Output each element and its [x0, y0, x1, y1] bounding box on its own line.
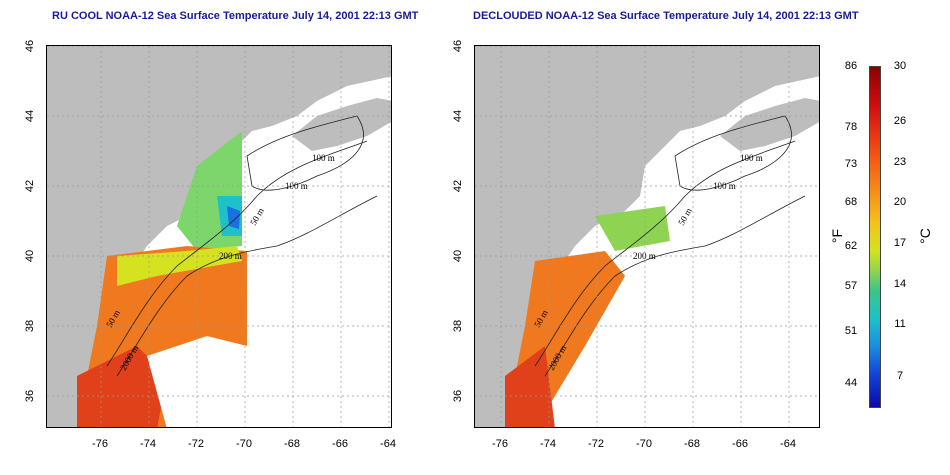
right-map-title: DECLOUDED NOAA-12 Sea Surface Temperatur…	[473, 10, 859, 22]
c-tick: 20	[893, 196, 907, 208]
lat-tick: 46	[24, 39, 36, 53]
lon-tick: -76	[92, 438, 108, 450]
lon-tick: -68	[684, 438, 700, 450]
c-tick: 30	[893, 60, 907, 72]
lon-tick: -72	[188, 438, 204, 450]
contour-label-100m-b: 100 m	[713, 181, 736, 191]
c-tick: 23	[893, 156, 907, 168]
contour-label-100m-b: 100 m	[285, 181, 308, 191]
right-map-graphic: 100 m 100 m 50 m 200 m 50 m 2000 m	[475, 46, 819, 427]
lat-tick: 40	[24, 249, 36, 263]
celsius-unit-label: °C	[916, 228, 933, 244]
left-map-graphic: 100 m 100 m 50 m 200 m 50 m 2000 m	[47, 46, 391, 427]
warm-south	[505, 346, 555, 427]
lon-tick: -70	[636, 438, 652, 450]
lat-tick: 40	[452, 249, 464, 263]
lon-tick: -70	[236, 438, 252, 450]
c-tick: 14	[893, 278, 907, 290]
lat-tick: 36	[452, 389, 464, 403]
contour-label-100m-a: 100 m	[740, 153, 763, 163]
warm-south	[77, 346, 167, 427]
land-mass	[47, 46, 391, 427]
contour-50m	[534, 140, 796, 367]
f-tick: 62	[844, 240, 858, 252]
f-tick: 57	[844, 280, 858, 292]
f-tick: 68	[844, 196, 858, 208]
left-map-title: RU COOL NOAA-12 Sea Surface Temperature …	[52, 10, 419, 22]
f-tick: 51	[844, 325, 858, 337]
graticule	[47, 46, 391, 427]
nova-scotia	[292, 98, 391, 151]
lon-tick: -74	[140, 438, 156, 450]
c-tick: 11	[894, 318, 906, 330]
f-tick: 44	[844, 377, 858, 389]
contour-label-50m-a: 50 m	[676, 206, 694, 227]
contour-50m	[106, 140, 368, 367]
lat-tick: 38	[24, 319, 36, 333]
right-sst-map: 100 m 100 m 50 m 200 m 50 m 2000 m	[474, 45, 820, 428]
lat-tick: 42	[24, 179, 36, 193]
contour-label-100m-a: 100 m	[312, 153, 335, 163]
c-tick: 17	[893, 237, 907, 249]
lon-tick: -72	[588, 438, 604, 450]
f-tick: 73	[844, 158, 858, 170]
lat-tick: 38	[452, 319, 464, 333]
lon-tick: -74	[540, 438, 556, 450]
lat-tick: 46	[452, 39, 464, 53]
lat-tick: 36	[24, 389, 36, 403]
lat-tick: 44	[452, 109, 464, 123]
c-tick: 7	[896, 370, 904, 382]
graticule	[475, 46, 819, 427]
contour-100m	[674, 115, 792, 191]
land-mass	[475, 46, 819, 427]
contour-label-50m-a: 50 m	[248, 206, 266, 227]
fahrenheit-unit-label: °F	[829, 228, 846, 244]
contour-label-200m: 200 m	[219, 251, 242, 261]
contour-200m	[544, 195, 806, 377]
lon-tick: -76	[492, 438, 508, 450]
lon-tick: -64	[380, 438, 396, 450]
lon-tick: -68	[284, 438, 300, 450]
temperature-colorbar	[869, 66, 881, 408]
lat-tick: 42	[452, 179, 464, 193]
f-tick: 86	[844, 60, 858, 72]
lon-tick: -66	[732, 438, 748, 450]
f-tick: 78	[844, 121, 858, 133]
contour-100m	[246, 115, 364, 191]
contour-200m	[116, 195, 378, 377]
lat-tick: 44	[24, 109, 36, 123]
nova-scotia	[720, 98, 819, 151]
lon-tick: -66	[332, 438, 348, 450]
cool-water	[595, 206, 670, 251]
left-sst-map: 100 m 100 m 50 m 200 m 50 m 2000 m	[46, 45, 392, 428]
lon-tick: -64	[780, 438, 796, 450]
contour-label-200m: 200 m	[633, 251, 656, 261]
c-tick: 26	[893, 115, 907, 127]
